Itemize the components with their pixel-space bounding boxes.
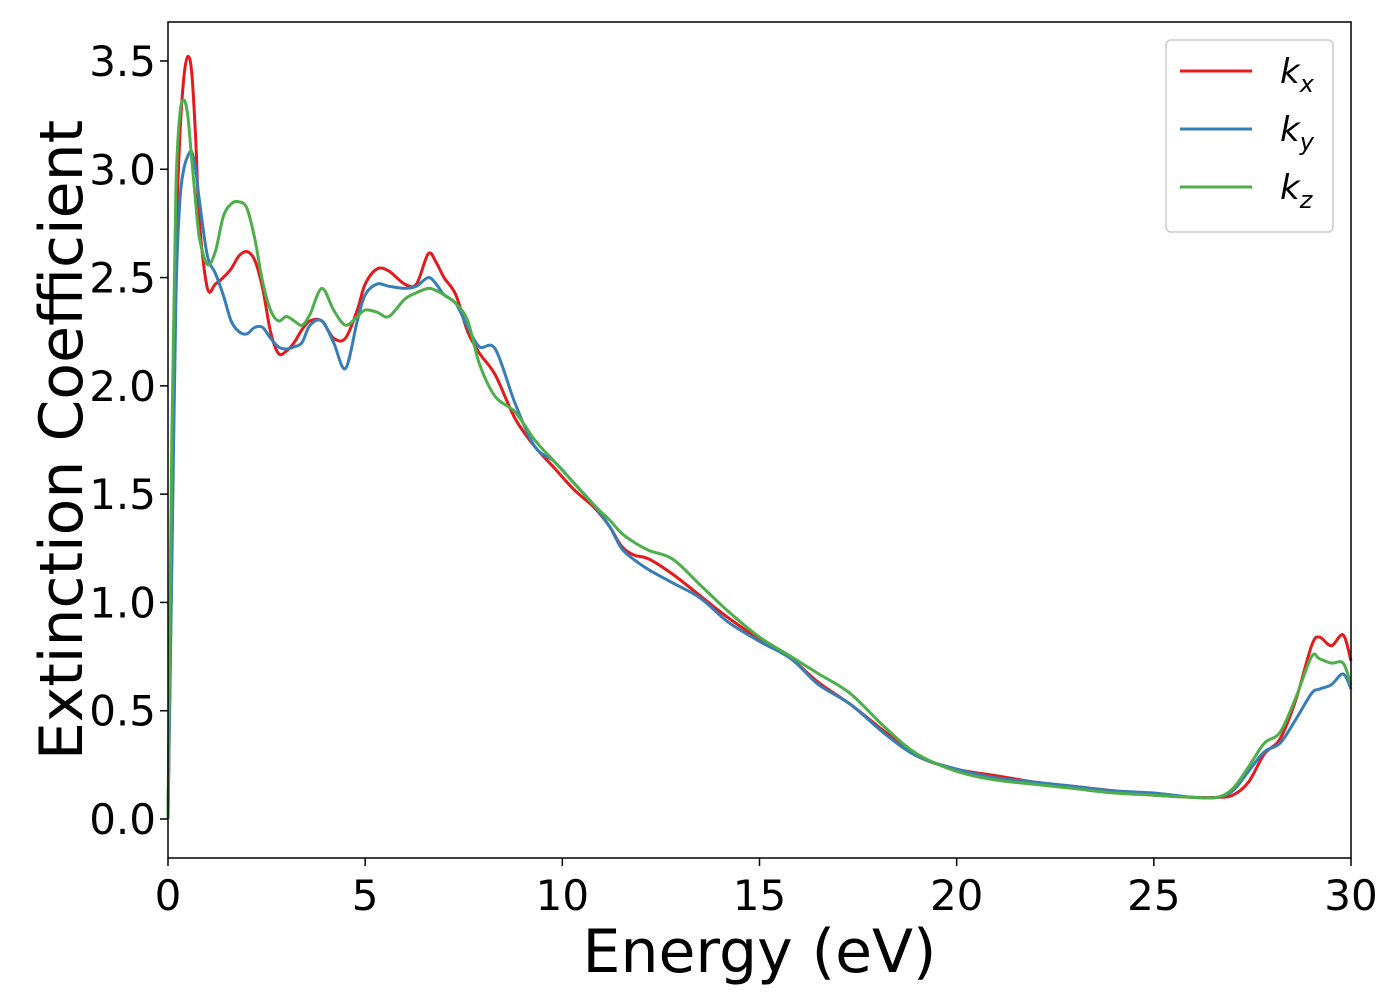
legend-label-subscript: x <box>1299 70 1315 98</box>
y-tick-label: 2.0 <box>89 362 156 411</box>
x-tick-label: 5 <box>352 871 379 920</box>
y-tick-label: 1.5 <box>89 470 156 519</box>
x-tick-label: 10 <box>536 871 589 920</box>
x-tick-label: 30 <box>1324 871 1377 920</box>
x-tick-label: 25 <box>1127 871 1180 920</box>
y-tick-label: 3.5 <box>89 37 156 86</box>
y-tick-label: 2.5 <box>89 254 156 303</box>
legend-box <box>1165 39 1334 233</box>
y-tick-label: 0.5 <box>89 687 156 736</box>
legend-label-kz: kz <box>1280 168 1314 214</box>
legend-label-kx: kx <box>1280 52 1315 98</box>
x-tick-label: 0 <box>155 871 182 920</box>
x-axis-label: Energy (eV) <box>583 917 937 987</box>
x-axis: 0 5 10 15 20 25 30 <box>155 858 1378 920</box>
x-tick-label: 15 <box>733 871 786 920</box>
series-layer <box>166 54 1353 820</box>
legend-label-ky: ky <box>1280 110 1315 156</box>
x-tick-label: 20 <box>930 871 983 920</box>
y-tick-label: 1.0 <box>89 578 156 627</box>
y-tick-label: 0.0 <box>89 795 156 844</box>
legend-label-subscript: z <box>1299 186 1314 214</box>
legend-label-symbol: k <box>1280 52 1301 92</box>
y-axis-label: Extinction Coefficient <box>27 120 97 760</box>
series-line-ky <box>166 149 1353 820</box>
series-line-kz <box>166 98 1353 820</box>
y-tick-label: 3.0 <box>89 145 156 194</box>
legend-label-subscript: y <box>1299 128 1315 156</box>
legend-label-symbol: k <box>1280 168 1301 208</box>
legend-label-symbol: k <box>1280 110 1301 150</box>
y-axis: 0.0 0.5 1.0 1.5 2.0 2.5 3.0 3.5 <box>89 37 168 844</box>
